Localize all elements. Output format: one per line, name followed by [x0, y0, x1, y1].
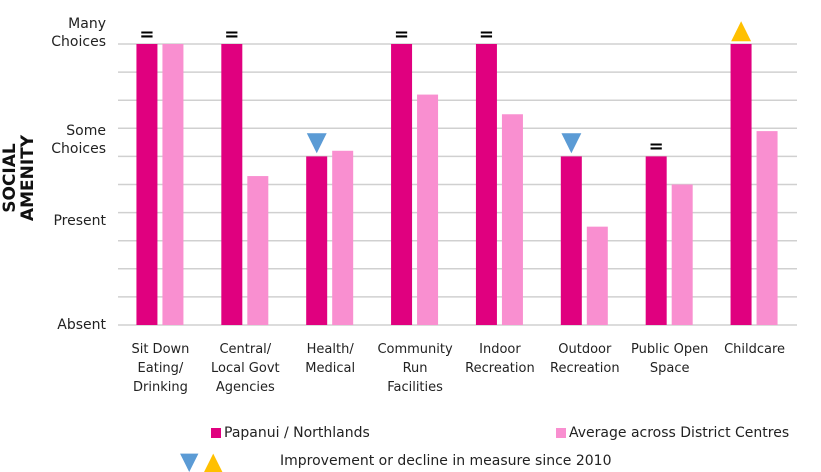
x-tick-label: Public Open Space: [631, 342, 709, 376]
bar: [417, 94, 439, 325]
bar: [247, 176, 269, 325]
x-tick-label: Health/ Medical: [305, 342, 356, 376]
x-tick-label: Indoor Recreation: [465, 342, 535, 376]
legend-swatch: [556, 428, 566, 438]
change-marker: ▼: [306, 127, 327, 158]
x-tick-label: Sit Down Eating/ Drinking: [131, 342, 190, 395]
y-tick-label: Present: [53, 213, 106, 230]
bar: [475, 44, 497, 325]
note-symbol: ▼: [180, 447, 199, 472]
x-tick-label: Childcare: [724, 342, 786, 357]
change-marker: =: [394, 24, 410, 45]
bar: [645, 156, 667, 325]
note-text: Improvement or decline in measure since …: [280, 453, 612, 469]
change-marker: =: [648, 136, 664, 158]
x-tick-label: Central/ Local Govt Agencies: [210, 342, 280, 395]
y-tick-label: Many Choices: [51, 15, 106, 50]
bar: [162, 44, 184, 325]
x-tick-label: Community Run Facilities: [377, 342, 453, 395]
legend-label: Average across District Centres: [569, 425, 790, 441]
y-tick-label: Some Choices: [51, 122, 106, 157]
bar: [501, 114, 523, 325]
bar: [332, 150, 354, 325]
bar: [586, 226, 608, 325]
x-tick-label: Outdoor Recreation: [550, 342, 620, 376]
change-marker: =: [224, 24, 240, 45]
y-tick-label: Absent: [57, 317, 106, 333]
change-marker: ▲: [731, 15, 752, 45]
bar: [221, 44, 243, 325]
bar: [391, 44, 413, 325]
bar: [671, 184, 693, 325]
note-symbol: ▲: [204, 447, 223, 472]
legend-label: Papanui / Northlands: [224, 425, 370, 441]
change-marker: =: [139, 24, 155, 45]
y-axis-title: SOCIAL AMENITY: [0, 134, 38, 222]
bar: [136, 44, 158, 325]
bar: [730, 44, 752, 325]
legend-swatch: [211, 428, 221, 438]
bar: [306, 156, 328, 325]
change-marker: ▼: [561, 127, 582, 158]
bar: [560, 156, 582, 325]
change-marker: =: [478, 24, 494, 45]
bar: [756, 131, 778, 325]
